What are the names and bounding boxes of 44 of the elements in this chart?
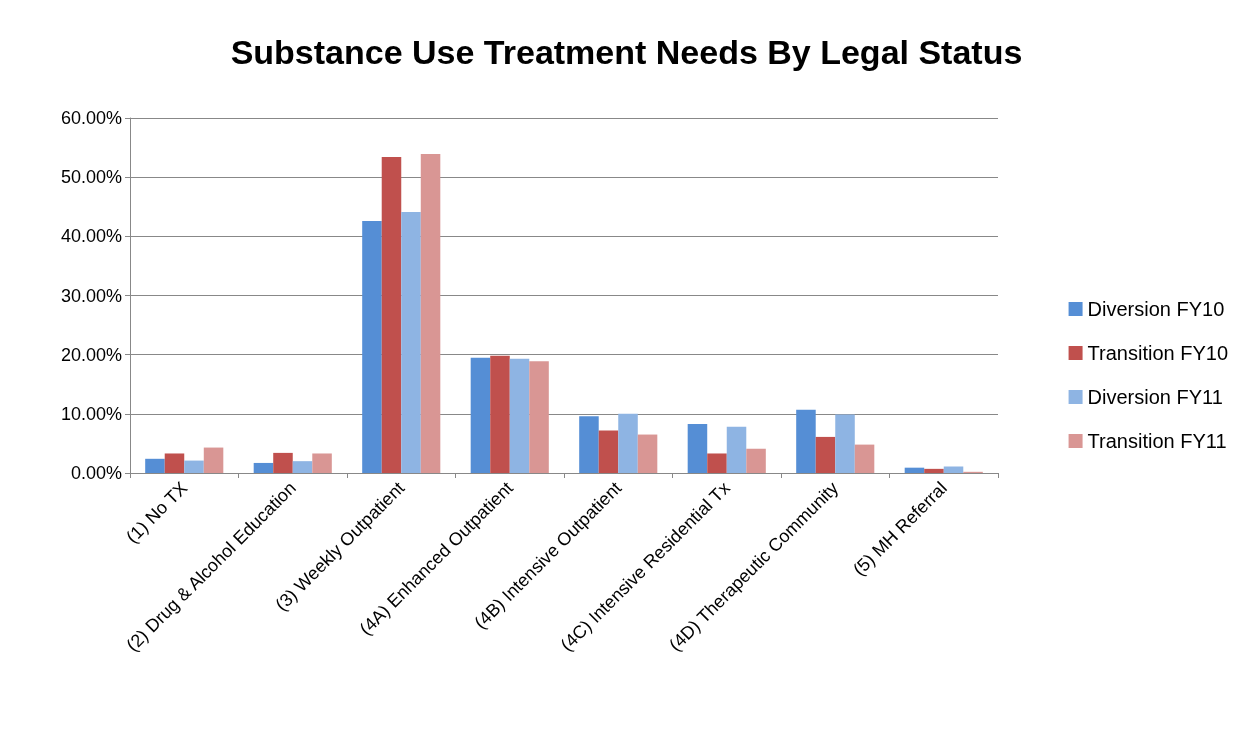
bar bbox=[362, 220, 382, 473]
bar bbox=[470, 357, 491, 473]
bar bbox=[598, 430, 619, 473]
chart-title: Substance Use Treatment Needs By Legal Status bbox=[230, 33, 1023, 71]
bar bbox=[904, 467, 925, 473]
bar bbox=[726, 426, 747, 473]
y-tick-label: 10.00% bbox=[60, 403, 122, 424]
bar bbox=[707, 453, 727, 473]
bar bbox=[796, 409, 816, 473]
bar bbox=[509, 358, 530, 473]
bar bbox=[145, 458, 165, 473]
bar bbox=[164, 453, 185, 473]
legend-label: Transition FY10 bbox=[1087, 342, 1229, 364]
bar bbox=[312, 453, 332, 473]
bar bbox=[381, 157, 402, 473]
bar bbox=[490, 355, 510, 473]
bar bbox=[835, 414, 855, 473]
bar bbox=[292, 461, 313, 473]
y-tick-label: 60.00% bbox=[60, 108, 122, 128]
bar bbox=[637, 434, 658, 473]
y-tick-label: 20.00% bbox=[60, 344, 122, 365]
y-tick-label: 30.00% bbox=[60, 285, 122, 306]
y-tick-label: 50.00% bbox=[60, 167, 122, 188]
bar bbox=[815, 436, 836, 473]
legend-label: Transition FY11 bbox=[1087, 430, 1227, 452]
bar bbox=[687, 423, 708, 473]
bar bbox=[618, 413, 638, 473]
bar bbox=[854, 444, 875, 473]
bar bbox=[253, 462, 274, 473]
bar bbox=[273, 452, 293, 473]
y-tick-label: 0.00% bbox=[70, 463, 122, 483]
bar bbox=[184, 460, 204, 473]
x-tick-label: (1) No TX bbox=[122, 477, 192, 547]
bar bbox=[746, 448, 766, 473]
bar bbox=[579, 416, 599, 473]
bar bbox=[203, 447, 224, 473]
bar bbox=[943, 466, 964, 473]
bar bbox=[924, 468, 944, 473]
legend-label: Diversion FY11 bbox=[1087, 386, 1223, 408]
y-tick-label: 40.00% bbox=[60, 226, 122, 247]
bar bbox=[529, 361, 549, 473]
bar bbox=[401, 212, 421, 473]
legend-label: Diversion FY10 bbox=[1087, 298, 1225, 320]
bar bbox=[420, 154, 441, 473]
